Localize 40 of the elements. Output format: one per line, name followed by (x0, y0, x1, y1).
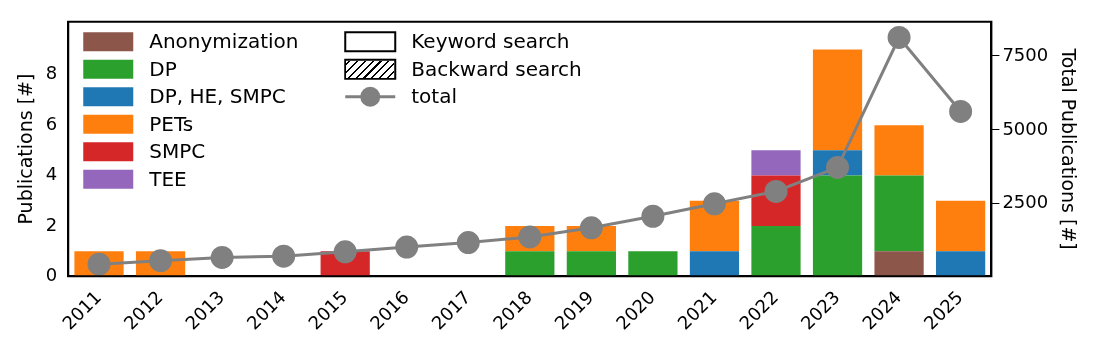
bar (751, 225, 801, 277)
legend-label: PETs (149, 111, 194, 136)
y-tick-label: 4 (45, 163, 58, 185)
legend-label: Anonymization (149, 29, 299, 53)
point (641, 204, 665, 228)
y2-tick-label: 5000 (1002, 117, 1049, 139)
point (702, 192, 726, 216)
y-tick-label: 2 (45, 213, 58, 235)
legend-label: SMPC (149, 139, 206, 163)
legend-label: TEE (148, 166, 187, 191)
bar (874, 175, 924, 252)
y-tick-label: 0 (45, 264, 58, 286)
point (887, 25, 911, 49)
bar (812, 49, 863, 151)
y-axis-title: Publications [#] (14, 73, 37, 225)
bar (751, 150, 801, 176)
point (272, 244, 296, 268)
y2-tick-label: 2500 (1002, 191, 1049, 213)
bar (628, 251, 678, 277)
legend-label: Backward search (411, 56, 582, 81)
y2-axis-title: Total Publications [#] (1057, 47, 1080, 250)
point (395, 235, 419, 259)
bar (874, 251, 924, 277)
point (949, 99, 973, 123)
bar (812, 175, 863, 277)
bar (936, 251, 986, 277)
bar (689, 251, 740, 277)
point (456, 231, 480, 255)
legend-label: Keyword search (411, 29, 570, 53)
bar (505, 251, 555, 277)
y2-tick-label: 7500 (1002, 43, 1049, 65)
y-tick-label: 6 (45, 112, 58, 134)
legend-label: DP, HE, SMPC (149, 84, 286, 108)
bar (874, 125, 924, 176)
bar (566, 251, 616, 277)
legend-label: total (411, 84, 457, 108)
y-tick-label: 8 (45, 62, 58, 84)
point (210, 245, 234, 269)
legend-label: DP (149, 56, 177, 81)
bar (936, 200, 986, 252)
